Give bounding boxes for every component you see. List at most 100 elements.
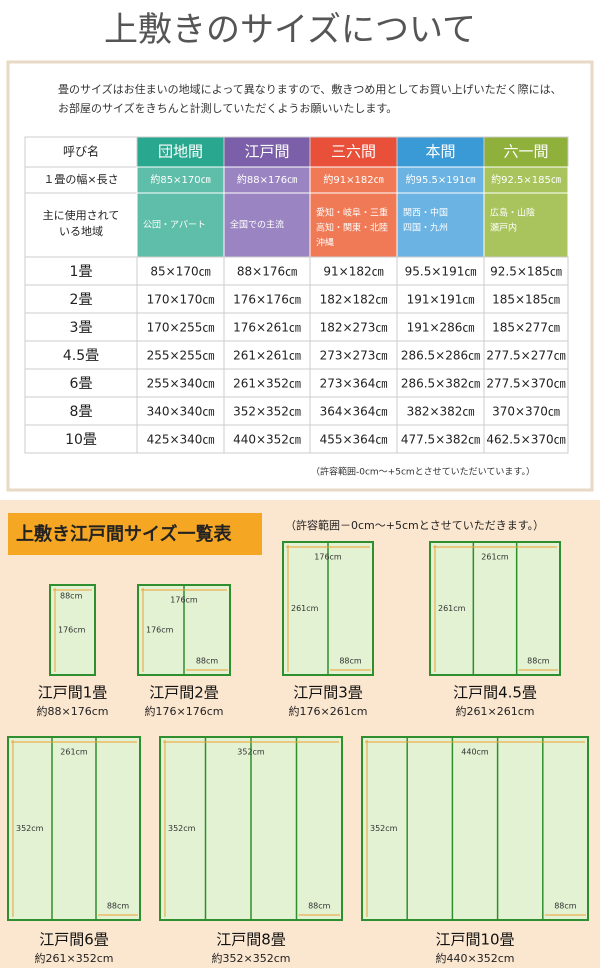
cell-text: 182×273㎝: [320, 321, 388, 335]
cell-text: 四国・九州: [403, 223, 448, 234]
item-size: 約261×352cm: [35, 951, 114, 965]
cell-text: 185×185㎝: [492, 293, 560, 307]
cell-text: 全国での主流: [230, 219, 284, 231]
cell: [24, 396, 138, 426]
item-name: 江戸間6畳: [39, 931, 109, 949]
cell-text: 88×176㎝: [237, 265, 297, 279]
header-text: 三六間: [331, 143, 376, 161]
cell-text: 沖縄: [316, 237, 334, 249]
cell-text: 170×170㎝: [147, 293, 215, 307]
cell-text: 352×352㎝: [233, 405, 301, 419]
dim-label: 176cm: [170, 596, 198, 605]
row-label: いる地域: [59, 225, 103, 238]
item-size: 約440×352cm: [436, 951, 515, 965]
cell-text: 255×255㎝: [147, 349, 215, 363]
cell-text: 273×273㎝: [320, 349, 388, 363]
dim-label: 88cm: [527, 657, 550, 666]
dim-label: 440cm: [461, 748, 489, 757]
cell: [223, 256, 311, 286]
cell-text: 176×261㎝: [233, 321, 301, 335]
item-size: 約176×261cm: [289, 704, 368, 718]
cell: [309, 424, 398, 454]
cell-text: 370×370㎝: [492, 405, 560, 419]
cell-text: 261×261㎝: [233, 349, 301, 363]
cell: [136, 424, 225, 454]
cell-text: 関西・中国: [403, 207, 448, 219]
dim-label: 88cm: [554, 902, 577, 911]
cell: [309, 368, 398, 398]
cell: [483, 396, 569, 426]
item-name: 江戸間1畳: [38, 684, 108, 702]
cell: [483, 424, 569, 454]
cell: [24, 424, 138, 454]
cell: [309, 396, 398, 426]
cell: [223, 284, 311, 314]
header-text: 団地間: [158, 143, 203, 161]
dim-label: 352cm: [16, 824, 44, 833]
cell: [24, 312, 138, 342]
cell: [136, 192, 225, 258]
cell: [483, 284, 569, 314]
cell-text: 191×191㎝: [407, 293, 475, 307]
cell: [136, 256, 225, 286]
cell-text: 約91×182㎝: [323, 173, 383, 186]
edoma-note: （許容範囲－0cm～+5cmとさせていただきます。）: [285, 518, 544, 532]
item-name: 江戸間10畳: [435, 931, 514, 949]
cell-text: 364×364㎝: [320, 405, 388, 419]
header-text: 江戸間: [244, 143, 289, 161]
dim-label: 88cm: [196, 657, 219, 666]
cell: [396, 256, 485, 286]
cell-text: 愛知・岐阜・三重: [316, 207, 388, 219]
cell-text: 273×364㎝: [320, 377, 388, 391]
cell-text: 2畳: [70, 292, 93, 308]
item-size: 約88×176cm: [37, 704, 109, 718]
cell: [24, 192, 138, 258]
cell: [136, 166, 225, 194]
cell: [483, 368, 569, 398]
cell-text: 185×277㎝: [492, 321, 560, 335]
dim-label: 88cm: [107, 902, 130, 911]
cell-text: 425×340㎝: [147, 433, 215, 447]
dim-label: 261cm: [438, 604, 466, 613]
cell-text: 340×340㎝: [147, 405, 215, 419]
dim-label: 261cm: [481, 553, 509, 562]
dim-label: 88cm: [339, 657, 362, 666]
cell-text: 176×176㎝: [233, 293, 301, 307]
cell-text: 92.5×185㎝: [490, 265, 562, 279]
item-name: 江戸間2畳: [149, 684, 219, 702]
intro-line: 畳のサイズはお住まいの地域によって異なりますので、敷きつめ用としてお買い上げいた…: [58, 82, 562, 96]
dim-label: 261cm: [60, 748, 88, 757]
cell: [223, 424, 311, 454]
cell-text: 95.5×191㎝: [405, 265, 477, 279]
dim-label: 176cm: [58, 626, 86, 635]
cell: [309, 166, 398, 194]
cell-text: 382×382㎝: [407, 405, 475, 419]
cell: [136, 368, 225, 398]
dim-label: 176cm: [314, 553, 342, 562]
item-size: 約176×176cm: [145, 704, 224, 718]
header-text: 呼び名: [63, 144, 99, 159]
cell-text: 182×182㎝: [320, 293, 388, 307]
header-cell: [396, 136, 485, 168]
cell-text: 広島・山陰: [490, 207, 535, 219]
item-name: 江戸間4.5畳: [453, 684, 537, 702]
cell: [396, 424, 485, 454]
dim-label: 352cm: [168, 824, 196, 833]
row-label: １畳の幅×長さ: [43, 173, 118, 186]
cell-text: 91×182㎝: [323, 265, 383, 279]
intro-line: お部屋のサイズをきちんと計測していただくようお願いいたします。: [58, 101, 397, 115]
cell: [483, 166, 569, 194]
header-text: 本間: [425, 143, 455, 161]
cell-text: 10畳: [65, 432, 97, 448]
cell-text: 191×286㎝: [407, 321, 475, 335]
item-size: 約261×261cm: [456, 704, 535, 718]
item-name: 江戸間8畳: [216, 931, 286, 949]
cell: [483, 192, 569, 258]
cell-text: 477.5×382㎝: [401, 433, 480, 447]
tatami: [7, 736, 141, 921]
cell: [24, 284, 138, 314]
cell: [483, 256, 569, 286]
cell-text: 261×352㎝: [233, 377, 301, 391]
header-text: 六一間: [503, 143, 548, 161]
